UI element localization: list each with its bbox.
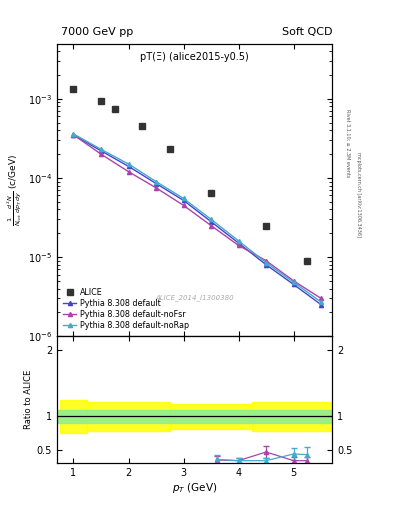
ALICE [71, 86, 76, 92]
Pythia 8.308 default-noRap [126, 161, 131, 167]
Pythia 8.308 default-noRap [154, 179, 158, 185]
Text: ALICE_2014_I1300380: ALICE_2014_I1300380 [155, 294, 234, 301]
ALICE [305, 258, 310, 264]
Text: Rivet 3.1.10; ≥ 2.3M events: Rivet 3.1.10; ≥ 2.3M events [345, 109, 350, 178]
Pythia 8.308 default-noRap [264, 260, 268, 266]
Pythia 8.308 default-noRap [236, 238, 241, 244]
ALICE [99, 97, 103, 103]
Pythia 8.308 default-noFsr [209, 223, 213, 229]
Pythia 8.308 default-noRap [209, 216, 213, 222]
X-axis label: $p_T$ (GeV): $p_T$ (GeV) [172, 481, 217, 495]
ALICE [264, 223, 268, 229]
Pythia 8.308 default [71, 132, 76, 138]
Pythia 8.308 default [291, 282, 296, 288]
Pythia 8.308 default-noRap [181, 196, 186, 202]
Line: Pythia 8.308 default-noRap: Pythia 8.308 default-noRap [72, 132, 323, 304]
Pythia 8.308 default [181, 197, 186, 203]
Pythia 8.308 default-noFsr [319, 295, 323, 302]
Pythia 8.308 default [264, 262, 268, 268]
ALICE [167, 146, 172, 153]
Line: Pythia 8.308 default-noFsr: Pythia 8.308 default-noFsr [72, 133, 323, 301]
Pythia 8.308 default-noFsr [99, 151, 103, 157]
Pythia 8.308 default-noFsr [236, 242, 241, 248]
Pythia 8.308 default-noFsr [126, 168, 131, 175]
ALICE [112, 105, 117, 112]
Text: Soft QCD: Soft QCD [282, 27, 332, 37]
Pythia 8.308 default [154, 180, 158, 186]
Pythia 8.308 default-noRap [99, 146, 103, 153]
Legend: ALICE, Pythia 8.308 default, Pythia 8.308 default-noFsr, Pythia 8.308 default-no: ALICE, Pythia 8.308 default, Pythia 8.30… [61, 285, 191, 332]
Pythia 8.308 default-noFsr [291, 278, 296, 284]
Text: mcplots.cern.ch [arXiv:1306.3436]: mcplots.cern.ch [arXiv:1306.3436] [356, 152, 361, 237]
Pythia 8.308 default [126, 163, 131, 169]
Pythia 8.308 default-noRap [319, 299, 323, 305]
ALICE [140, 123, 145, 130]
Line: Pythia 8.308 default: Pythia 8.308 default [72, 133, 323, 307]
Pythia 8.308 default-noFsr [181, 202, 186, 208]
Pythia 8.308 default [319, 302, 323, 308]
Line: ALICE: ALICE [70, 86, 310, 264]
Pythia 8.308 default [99, 148, 103, 154]
Pythia 8.308 default [236, 240, 241, 246]
Pythia 8.308 default-noRap [291, 279, 296, 285]
Pythia 8.308 default [209, 219, 213, 225]
Y-axis label: Ratio to ALICE: Ratio to ALICE [24, 370, 33, 430]
Pythia 8.308 default-noFsr [264, 258, 268, 264]
Text: 7000 GeV pp: 7000 GeV pp [61, 27, 133, 37]
Pythia 8.308 default-noFsr [71, 132, 76, 138]
Pythia 8.308 default-noFsr [154, 185, 158, 191]
ALICE [209, 189, 213, 196]
Y-axis label: $\frac{1}{N_{tot}}\,\frac{d^2N}{dp_T\,dy}$ (c/GeV): $\frac{1}{N_{tot}}\,\frac{d^2N}{dp_T\,dy… [6, 154, 24, 226]
Text: pT(Ξ) (alice2015-y0.5): pT(Ξ) (alice2015-y0.5) [140, 52, 249, 62]
Pythia 8.308 default-noRap [71, 131, 76, 137]
